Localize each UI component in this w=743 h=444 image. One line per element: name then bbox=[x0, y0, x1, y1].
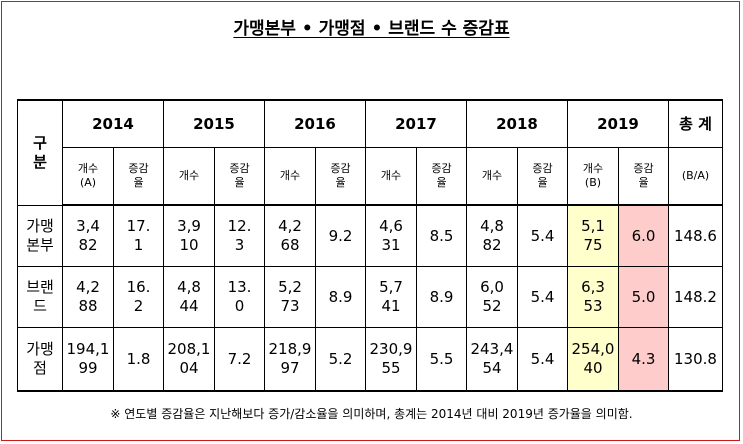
rate-cell: 6.0 bbox=[618, 204, 669, 267]
row-category: 가맹 본부 bbox=[17, 204, 63, 267]
count-cell: 3,4 82 bbox=[62, 204, 114, 267]
total-cell: 148.2 bbox=[668, 266, 723, 328]
rate-cell: 16. 2 bbox=[113, 266, 164, 328]
count-cell: 6,0 52 bbox=[466, 266, 518, 328]
count-cell: 194,1 99 bbox=[62, 327, 114, 392]
count-cell: 4,2 88 bbox=[62, 266, 114, 328]
rate-cell: 8.9 bbox=[416, 266, 467, 328]
count-header: 개수 (A) bbox=[62, 147, 114, 206]
count-cell: 208,1 04 bbox=[163, 327, 215, 392]
rate-cell: 4.3 bbox=[618, 327, 669, 392]
year-header: 2016 bbox=[264, 99, 366, 148]
row-category: 브랜 드 bbox=[17, 266, 63, 328]
header-row-sub: 개수 (A) 증감 율 개수 증감 율 개수 증감 율 개수 증감 율 개수 증… bbox=[18, 147, 723, 206]
count-cell: 254,0 40 bbox=[567, 327, 619, 392]
count-cell: 230,9 55 bbox=[365, 327, 417, 392]
count-header: 개수 (B) bbox=[567, 147, 619, 206]
table-row: 가맹 본부 3,4 82 17. 1 3,9 10 12. 3 4,2 68 9.2 4,6 … bbox=[17, 204, 723, 267]
gubun-top: 구 bbox=[33, 134, 47, 152]
title-text: 가맹본부 • 가맹점 • 브랜드 수 증감표 bbox=[233, 19, 510, 39]
rate-header: 증감 율 bbox=[517, 147, 568, 206]
footnote: ※ 연도별 증감율은 지난해보다 증가/감소율을 의미하며, 총계는 2014년… bbox=[110, 407, 633, 421]
count-cell: 243,4 54 bbox=[466, 327, 518, 392]
rate-cell: 9.2 bbox=[315, 204, 366, 267]
total-cell: 130.8 bbox=[668, 327, 723, 392]
count-header: 개수 bbox=[264, 147, 316, 206]
total-cell: 148.6 bbox=[668, 204, 723, 267]
rate-header: 증감 율 bbox=[113, 147, 164, 206]
ratio-header: (B/A) bbox=[668, 147, 723, 206]
rate-cell: 12. 3 bbox=[214, 204, 265, 267]
count-header: 개수 bbox=[466, 147, 518, 206]
rate-cell: 5.0 bbox=[618, 266, 669, 328]
rate-cell: 1.8 bbox=[113, 327, 164, 392]
rate-cell: 5.2 bbox=[315, 327, 366, 392]
count-cell: 4,8 44 bbox=[163, 266, 215, 328]
row-category: 가맹 점 bbox=[17, 327, 63, 392]
rate-cell: 5.4 bbox=[517, 266, 568, 328]
year-header: 2019 bbox=[567, 99, 669, 148]
count-cell: 5,7 41 bbox=[365, 266, 417, 328]
rate-cell: 7.2 bbox=[214, 327, 265, 392]
count-cell: 4,8 82 bbox=[466, 204, 518, 267]
rate-cell: 5.5 bbox=[416, 327, 467, 392]
rate-cell: 5.4 bbox=[517, 327, 568, 392]
table-row: 브랜 드 4,2 88 16. 2 4,8 44 13. 0 5,2 73 8.9 5,7 4… bbox=[17, 266, 723, 328]
table-row: 가맹 점 194,1 99 1.8 208,1 04 7.2 218,9 97 5.2 230… bbox=[17, 327, 723, 392]
rate-cell: 5.4 bbox=[517, 204, 568, 267]
gubun-bottom: 분 bbox=[33, 152, 47, 171]
rate-cell: 13. 0 bbox=[214, 266, 265, 328]
page-title: 가맹본부 • 가맹점 • 브랜드 수 증감표 bbox=[0, 14, 743, 39]
rate-cell: 17. 1 bbox=[113, 204, 164, 267]
count-cell: 5,2 73 bbox=[264, 266, 316, 328]
count-header: 개수 bbox=[365, 147, 417, 206]
count-cell: 5,1 75 bbox=[567, 204, 619, 267]
rate-header: 증감 율 bbox=[416, 147, 467, 206]
count-cell: 4,2 68 bbox=[264, 204, 316, 267]
count-cell: 4,6 31 bbox=[365, 204, 417, 267]
count-header: 개수 bbox=[163, 147, 215, 206]
year-header: 2017 bbox=[365, 99, 467, 148]
total-header: 총 계 bbox=[668, 99, 723, 148]
rate-cell: 8.5 bbox=[416, 204, 467, 267]
count-cell: 3,9 10 bbox=[163, 204, 215, 267]
year-header: 2014 bbox=[62, 99, 164, 148]
year-header: 2015 bbox=[163, 99, 265, 148]
count-cell: 218,9 97 bbox=[264, 327, 316, 392]
rate-header: 증감 율 bbox=[214, 147, 265, 206]
year-header: 2018 bbox=[466, 99, 568, 148]
rate-header: 증감 율 bbox=[618, 147, 669, 206]
count-cell: 6,3 53 bbox=[567, 266, 619, 328]
rate-cell: 8.9 bbox=[315, 266, 366, 328]
rate-header: 증감 율 bbox=[315, 147, 366, 206]
